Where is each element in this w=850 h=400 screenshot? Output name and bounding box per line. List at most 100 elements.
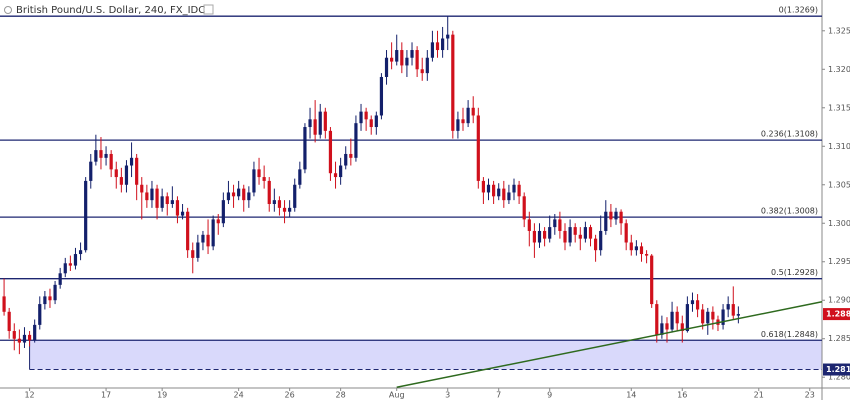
candle-body	[364, 111, 368, 120]
candle-body	[486, 184, 491, 193]
candle-body	[38, 304, 42, 325]
x-tick-label: 9	[547, 391, 552, 400]
candle-body	[43, 296, 47, 305]
chart-title: British Pound/U.S. Dollar, 240, FX_IDC	[16, 5, 205, 16]
fib-label: 0.618(1.2848)	[761, 330, 818, 339]
candle-body	[272, 200, 276, 205]
candle-body	[680, 323, 684, 332]
candle-body	[614, 211, 618, 220]
candle-body	[588, 227, 593, 239]
x-tick-label: 26	[285, 391, 295, 400]
candle-body	[583, 227, 587, 239]
y-tick-label: 1.2900	[828, 296, 850, 305]
candle-body	[425, 57, 429, 74]
candle-body	[670, 311, 674, 330]
candle-body	[186, 211, 190, 251]
candle-body	[563, 230, 567, 243]
fib-label: 0(1.3269)	[779, 6, 818, 15]
candle-body	[201, 234, 205, 243]
candle-body	[206, 234, 210, 247]
candle-body	[685, 304, 689, 332]
candle-body	[231, 192, 236, 197]
candle-body	[634, 246, 638, 251]
candle-body	[675, 311, 679, 324]
candle-body	[609, 211, 613, 220]
candle-body	[466, 107, 470, 124]
last-price-box	[823, 308, 850, 321]
candle-body	[73, 254, 78, 266]
candle-body	[17, 338, 21, 343]
candle-body	[726, 304, 730, 310]
candle-body	[430, 42, 435, 58]
candle-body	[129, 157, 134, 166]
candle-body	[471, 107, 475, 116]
y-tick-label: 1.2800	[828, 373, 850, 382]
fib-label: 0.382(1.3008)	[761, 207, 818, 216]
candle-body	[221, 200, 225, 224]
candle-body	[446, 34, 450, 39]
candle-body	[593, 238, 598, 251]
candle-body	[384, 57, 389, 77]
candle-body	[660, 323, 664, 335]
candle-body	[211, 219, 215, 247]
candle-body	[619, 211, 623, 224]
candle-body	[629, 242, 633, 251]
y-tick-label: 1.3250	[828, 26, 850, 35]
x-tick-label: 3	[445, 391, 450, 400]
candle-body	[124, 165, 129, 185]
candle-body	[344, 153, 348, 166]
x-tick-label: 14	[626, 391, 636, 400]
candle-body	[655, 304, 659, 335]
candle-body	[721, 309, 725, 325]
y-tick-label: 1.3100	[828, 142, 850, 151]
settings-icon[interactable]	[203, 4, 214, 15]
candle-body	[731, 304, 735, 316]
y-tick-label: 1.2950	[828, 257, 850, 266]
zone-price-box	[823, 363, 850, 376]
x-tick-label: 28	[336, 391, 346, 400]
fib-label: 0.5(1.2928)	[771, 268, 818, 277]
candle-body	[410, 50, 414, 58]
fib-label: 0.236(1.3108)	[761, 130, 818, 139]
candle-body	[624, 223, 628, 243]
candle-body	[277, 200, 282, 208]
candle-body	[140, 184, 144, 193]
candle-body	[27, 334, 32, 341]
last-price-label: 1.2882	[826, 310, 850, 319]
support-zone	[29, 340, 822, 370]
candle-body	[481, 180, 486, 193]
candle-body	[604, 211, 608, 231]
candle-body	[150, 188, 154, 201]
candle-body	[553, 219, 557, 228]
candle-body	[99, 150, 103, 158]
candle-body	[303, 127, 307, 170]
y-tick-label: 1.3050	[828, 180, 850, 189]
candle-body	[476, 115, 480, 181]
candle-body	[196, 242, 200, 258]
candle-body	[170, 200, 174, 205]
candle-body	[420, 69, 424, 74]
candle-body	[84, 180, 88, 251]
x-tick-label: Aug	[389, 391, 405, 400]
candle-body	[573, 227, 577, 235]
candle-body	[558, 219, 562, 231]
x-tick-label: 17	[101, 391, 111, 400]
candle-body	[104, 153, 108, 158]
candle-body	[7, 311, 11, 332]
x-tick-label: 23	[805, 391, 815, 400]
x-tick-label: 19	[157, 391, 167, 400]
candle-body	[257, 169, 261, 178]
candle-body	[354, 123, 358, 158]
candle-body	[282, 207, 287, 212]
candle-body	[568, 227, 572, 243]
candle-body	[135, 157, 139, 185]
candle-body	[191, 250, 195, 258]
candle-body	[507, 192, 511, 201]
candle-body	[441, 38, 445, 51]
candle-body	[339, 165, 343, 178]
y-tick-label: 1.3000	[828, 219, 850, 228]
candle-body	[537, 230, 542, 243]
collapse-icon[interactable]	[4, 6, 12, 14]
